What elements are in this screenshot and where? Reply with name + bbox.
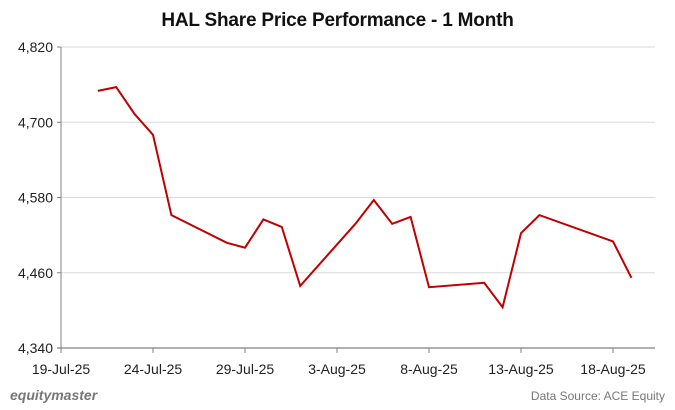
y-tick-label: 4,340 <box>18 340 53 356</box>
x-tick-label: 19-Jul-25 <box>32 361 91 377</box>
x-tick-label: 13-Aug-25 <box>488 361 554 377</box>
y-tick-label: 4,460 <box>18 265 53 281</box>
y-tick-label: 4,820 <box>18 39 53 55</box>
x-tick-label: 24-Jul-25 <box>124 361 183 377</box>
data-source-note: Data Source: ACE Equity <box>530 389 665 403</box>
brand-logo: equitymaster <box>10 387 98 403</box>
y-tick-label: 4,700 <box>18 114 53 130</box>
x-tick-label: 18-Aug-25 <box>580 361 646 377</box>
x-tick-label: 8-Aug-25 <box>400 361 458 377</box>
y-tick-label: 4,580 <box>18 190 53 206</box>
x-tick-label: 3-Aug-25 <box>308 361 366 377</box>
x-tick-label: 29-Jul-25 <box>216 361 275 377</box>
price-line <box>97 85 633 310</box>
chart-title: HAL Share Price Performance - 1 Month <box>161 10 514 31</box>
